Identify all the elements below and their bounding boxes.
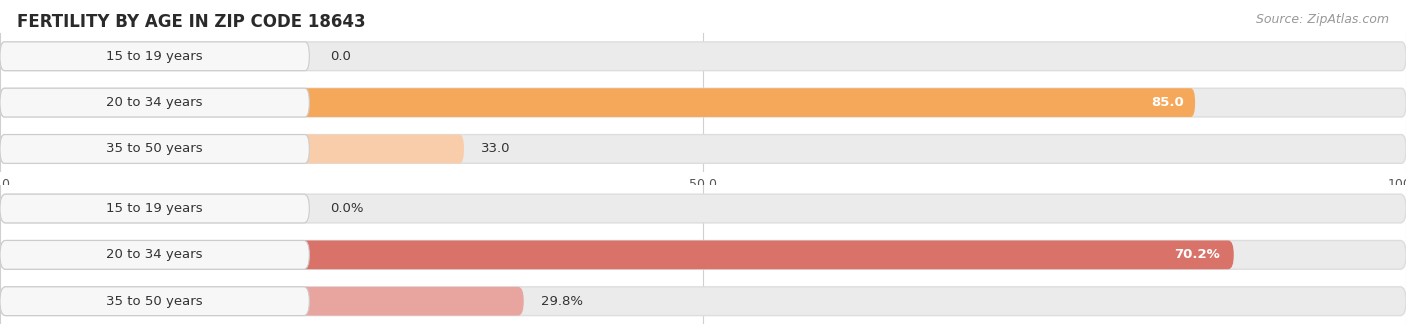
- Text: 0.0%: 0.0%: [330, 202, 364, 215]
- FancyBboxPatch shape: [0, 135, 464, 163]
- FancyBboxPatch shape: [0, 194, 1406, 223]
- Text: 20 to 34 years: 20 to 34 years: [107, 248, 202, 261]
- Text: 15 to 19 years: 15 to 19 years: [107, 50, 202, 63]
- FancyBboxPatch shape: [0, 135, 1406, 163]
- FancyBboxPatch shape: [0, 241, 1234, 269]
- Text: 35 to 50 years: 35 to 50 years: [107, 142, 202, 156]
- Text: Source: ZipAtlas.com: Source: ZipAtlas.com: [1256, 13, 1389, 26]
- Text: FERTILITY BY AGE IN ZIP CODE 18643: FERTILITY BY AGE IN ZIP CODE 18643: [17, 13, 366, 31]
- FancyBboxPatch shape: [0, 241, 309, 269]
- FancyBboxPatch shape: [0, 287, 309, 315]
- FancyBboxPatch shape: [0, 135, 309, 163]
- FancyBboxPatch shape: [0, 42, 1406, 71]
- Text: 20 to 34 years: 20 to 34 years: [107, 96, 202, 109]
- Text: 29.8%: 29.8%: [540, 295, 582, 308]
- Text: 33.0: 33.0: [481, 142, 510, 156]
- FancyBboxPatch shape: [0, 88, 1406, 117]
- Text: 70.2%: 70.2%: [1174, 248, 1220, 261]
- FancyBboxPatch shape: [0, 241, 1406, 269]
- FancyBboxPatch shape: [0, 287, 524, 315]
- Text: 85.0: 85.0: [1152, 96, 1184, 109]
- Text: 35 to 50 years: 35 to 50 years: [107, 295, 202, 308]
- FancyBboxPatch shape: [0, 88, 1195, 117]
- FancyBboxPatch shape: [0, 194, 309, 223]
- Text: 0.0: 0.0: [330, 50, 352, 63]
- FancyBboxPatch shape: [0, 88, 309, 117]
- Text: 15 to 19 years: 15 to 19 years: [107, 202, 202, 215]
- FancyBboxPatch shape: [0, 42, 309, 71]
- FancyBboxPatch shape: [0, 287, 1406, 315]
